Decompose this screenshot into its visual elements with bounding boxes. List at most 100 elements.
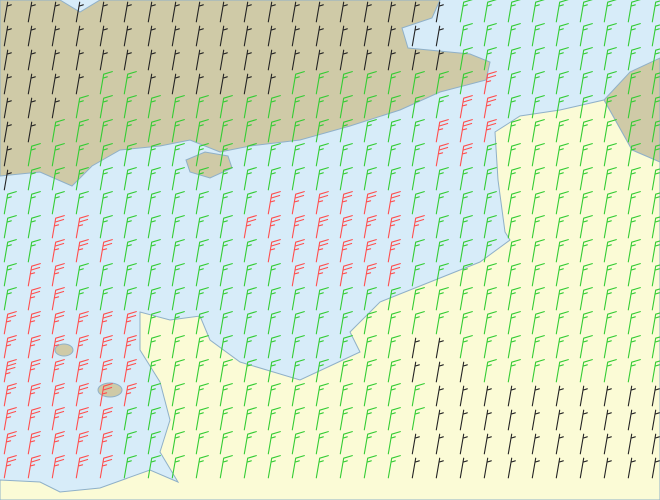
wind-barb <box>363 455 377 479</box>
wind-barb <box>339 263 353 287</box>
wind-barb <box>3 121 12 143</box>
wind-barb <box>291 239 305 263</box>
wind-barb <box>651 24 660 47</box>
wind-barb <box>435 433 444 455</box>
wind-barb <box>219 119 233 143</box>
wind-barb <box>531 71 545 95</box>
wind-barb <box>363 71 377 95</box>
wind-barb <box>219 95 233 119</box>
wind-barb <box>579 23 593 47</box>
wind-barb <box>483 409 492 431</box>
wind-barb <box>147 287 161 311</box>
wind-barb <box>195 239 209 263</box>
wind-barb <box>291 407 305 431</box>
wind-barb <box>291 1 300 23</box>
wind-barb <box>75 431 89 455</box>
wind-barb <box>219 287 233 311</box>
wind-barb <box>123 311 137 335</box>
wind-barb <box>627 0 641 23</box>
wind-barb <box>171 25 180 47</box>
wind-barb <box>411 119 425 143</box>
wind-barb <box>435 71 449 95</box>
wind-barb <box>147 49 156 71</box>
wind-barb <box>363 359 377 383</box>
wind-barb <box>243 25 252 47</box>
wind-barb <box>315 49 324 71</box>
wind-barb <box>483 385 492 407</box>
wind-barb <box>531 433 540 455</box>
wind-barb <box>315 359 329 383</box>
wind-barb <box>555 71 569 95</box>
wind-barb <box>579 457 588 479</box>
wind-barb <box>387 287 401 311</box>
wind-barb <box>603 433 612 455</box>
wind-barb <box>99 119 113 143</box>
wind-barb <box>435 49 444 71</box>
wind-barb <box>387 167 401 191</box>
wind-barb <box>555 215 569 239</box>
wind-barb <box>99 143 113 167</box>
wind-barb <box>531 335 545 359</box>
wind-barb <box>339 455 353 479</box>
wind-barb <box>555 409 564 431</box>
wind-barb <box>315 167 329 191</box>
wind-barb <box>267 455 281 479</box>
wind-barb <box>123 431 137 455</box>
wind-barb <box>123 143 137 167</box>
wind-barb <box>267 73 276 95</box>
wind-barb <box>171 431 185 455</box>
wind-barb <box>27 431 41 455</box>
wind-barb <box>435 167 449 191</box>
wind-barb <box>579 239 593 263</box>
wind-barb <box>291 71 305 95</box>
wind-barb <box>27 121 36 143</box>
wind-barb <box>75 311 89 335</box>
wind-barb <box>243 191 257 215</box>
wind-barb <box>651 360 660 383</box>
wind-barb <box>435 385 444 407</box>
wind-barb <box>243 383 257 407</box>
wind-barb <box>651 433 660 455</box>
wind-barb <box>579 71 593 95</box>
wind-barb <box>315 311 329 335</box>
wind-barb <box>555 47 569 71</box>
wind-barb <box>75 263 89 287</box>
wind-barb <box>147 431 161 455</box>
wind-barb <box>603 143 617 167</box>
wind-barb <box>507 95 521 119</box>
wind-barb <box>579 263 593 287</box>
wind-barb <box>363 239 377 263</box>
wind-barb <box>99 335 113 359</box>
wind-barb <box>123 407 137 431</box>
wind-barb <box>171 239 185 263</box>
wind-barb <box>483 457 492 479</box>
wind-barb <box>627 457 636 479</box>
wind-barb <box>603 95 617 119</box>
wind-barb <box>75 1 84 23</box>
wind-barb <box>27 335 41 359</box>
wind-barb <box>483 239 497 263</box>
wind-barb <box>459 71 473 95</box>
wind-barb <box>459 191 473 215</box>
wind-barb <box>651 385 660 407</box>
wind-barb <box>603 23 617 47</box>
wind-barb <box>243 455 257 479</box>
wind-barb <box>363 191 377 215</box>
wind-barb <box>99 407 113 431</box>
wind-barb <box>315 335 329 359</box>
wind-barb <box>291 143 305 167</box>
wind-barb <box>579 191 593 215</box>
wind-barb <box>531 457 540 479</box>
wind-barb <box>195 359 209 383</box>
wind-barb <box>291 455 305 479</box>
wind-barb <box>3 145 12 167</box>
wind-barb <box>3 191 17 215</box>
wind-barb <box>531 23 545 47</box>
wind-barb <box>507 23 521 47</box>
wind-barb <box>387 455 401 479</box>
wind-barb <box>411 433 420 455</box>
wind-barb <box>627 71 641 95</box>
wind-barb <box>627 359 641 383</box>
wind-barb <box>3 287 17 311</box>
wind-barb <box>651 48 660 71</box>
